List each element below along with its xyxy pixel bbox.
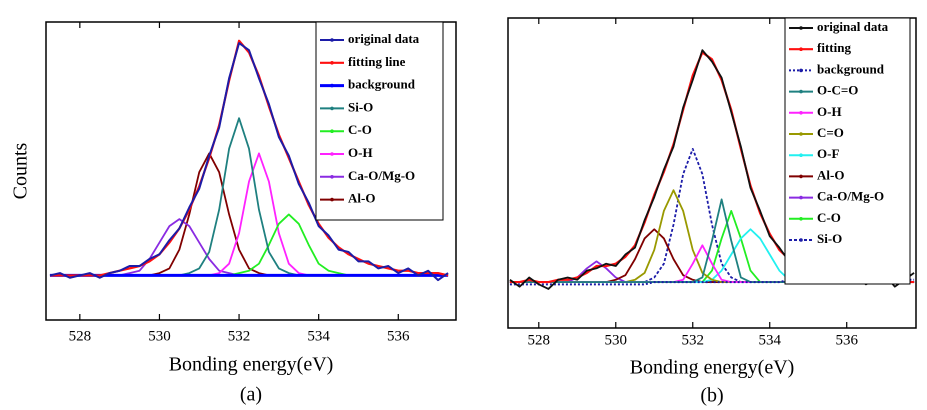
legend-label: fitting line — [348, 54, 406, 69]
legend-marker — [330, 106, 334, 111]
y-axis-label: Counts — [10, 142, 32, 199]
series-line — [49, 42, 449, 282]
legend-marker — [330, 129, 334, 133]
legend-marker — [799, 153, 803, 157]
legend-label: Al-O — [817, 167, 844, 182]
legend-marker — [330, 83, 334, 88]
x-tick-label: 534 — [758, 332, 781, 348]
legend-marker — [799, 111, 803, 115]
legend: original data fitting background O-C=O O-H C=… — [784, 17, 911, 285]
legend-label: fitting — [817, 40, 851, 55]
legend-label: Ca-O/Mg-O — [817, 189, 884, 204]
legend-marker — [799, 68, 803, 73]
legend-label: O-H — [817, 104, 842, 119]
caption: (b) — [700, 385, 723, 407]
x-axis-label: Bonding energy(eV) — [169, 354, 334, 376]
legend-marker — [799, 238, 803, 242]
legend-label: C-O — [817, 210, 841, 225]
legend-marker — [330, 38, 334, 42]
legend-marker — [799, 217, 803, 221]
x-tick-label: 528 — [528, 332, 551, 348]
legend-marker — [799, 195, 803, 200]
legend-label: O-C=O — [817, 83, 858, 98]
axes-frame — [45, 21, 457, 321]
legend-marker — [799, 132, 803, 136]
caption: (a) — [240, 384, 262, 406]
legend-label: Ca-O/Mg-O — [348, 168, 415, 183]
legend-label: O-F — [817, 146, 839, 161]
x-tick-label: 530 — [605, 332, 628, 348]
panel: 528 530 532 534 536 Bonding energy(eV) (a) Coun… — [10, 21, 457, 406]
legend-marker — [330, 61, 334, 65]
legend-marker — [799, 89, 803, 94]
x-tick-label: 536 — [835, 332, 858, 348]
legend-label: original data — [348, 31, 420, 46]
legend: original data fitting line background Si-O C… — [315, 21, 444, 221]
legend-label: C=O — [817, 125, 844, 140]
x-tick-label: 532 — [228, 328, 251, 344]
x-tick-label: 528 — [69, 328, 92, 344]
legend-label: O-H — [348, 145, 373, 160]
legend-box — [784, 17, 911, 285]
legend-label: Si-O — [348, 99, 373, 114]
legend-marker — [799, 26, 803, 30]
x-tick-label: 534 — [307, 328, 330, 344]
legend-marker — [330, 197, 334, 202]
legend-label: C-O — [348, 122, 372, 137]
x-tick-label: 530 — [148, 328, 171, 344]
legend-label: background — [348, 77, 416, 92]
legend-label: Si-O — [817, 231, 842, 246]
x-tick-label: 536 — [387, 328, 410, 344]
axes-frame — [507, 17, 917, 329]
legend-marker — [330, 175, 334, 179]
x-axis-label: Bonding energy(eV) — [630, 357, 795, 379]
legend-label: Al-O — [348, 191, 375, 206]
legend-box — [315, 21, 444, 221]
panel: 528 530 532 534 536 Bonding energy(eV) (b) orig… — [507, 17, 917, 407]
legend-marker — [799, 174, 803, 179]
plot-area — [49, 39, 449, 282]
legend-marker — [799, 47, 803, 51]
x-tick-label: 532 — [682, 332, 705, 348]
legend-label: original data — [817, 19, 889, 34]
legend-marker — [330, 152, 334, 156]
legend-label: background — [817, 61, 885, 76]
